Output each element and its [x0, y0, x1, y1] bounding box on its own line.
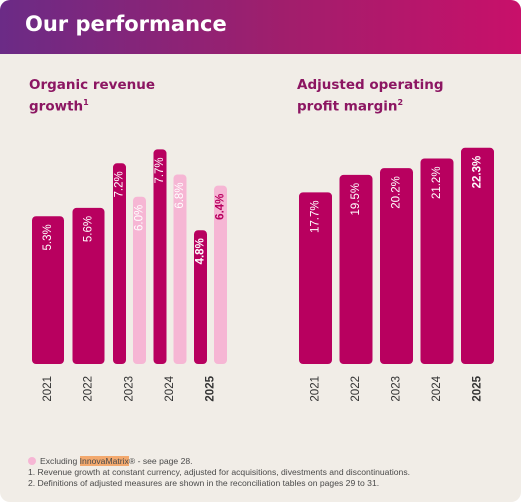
tick-label-1-2022: 2022 [350, 376, 362, 402]
legend-suffix: ® - see page 28. [128, 456, 193, 466]
chart-title-margin-sup: 2 [397, 98, 404, 107]
bar-label-1-primary-2023: 20.2% [391, 176, 403, 209]
legend-entry: Excluding InnovaMatrix® - see page 28. [28, 456, 410, 467]
bar-0-secondary-2023 [133, 196, 146, 364]
bar-0-primary-2025 [194, 230, 207, 364]
legend-prefix: Excluding [40, 456, 80, 466]
page-title: Our performance [25, 12, 227, 36]
bar-1-primary-2024 [420, 158, 454, 364]
bar-label-0-primary-2023: 7.2% [114, 171, 126, 197]
bar-label-0-secondary-2025: 6.4% [215, 194, 227, 220]
tick-label-1-2021: 2021 [310, 376, 322, 402]
bar-1-primary-2021 [299, 192, 332, 364]
bar-label-0-secondary-2024: 6.8% [174, 182, 186, 208]
bar-label-1-primary-2021: 17.7% [310, 200, 322, 233]
header-banner: Our performance [0, 0, 521, 54]
bar-label-1-primary-2024: 21.2% [431, 166, 443, 199]
bar-0-primary-2023 [113, 163, 126, 364]
bar-0-primary-2024 [153, 149, 167, 364]
bar-label-1-primary-2022: 19.5% [350, 183, 362, 216]
bar-0-secondary-2024 [173, 174, 187, 364]
tick-label-1-2023: 2023 [391, 376, 403, 402]
tick-label-0-2025: 2025 [205, 375, 217, 401]
tick-label-1-2024: 2024 [431, 375, 443, 401]
charts-canvas: 5.3% 2021 5.6% 2022 7.2% 6.0% 2023 7.7% 6.8% 2024… [32, 147, 494, 402]
tick-label-0-2024: 2024 [164, 375, 176, 401]
bar-1-primary-2025 [461, 147, 494, 364]
bar-label-0-secondary-2023: 6.0% [134, 205, 146, 231]
tick-label-1-2025: 2025 [472, 375, 484, 401]
bar-label-0-primary-2022: 5.6% [83, 216, 95, 242]
tick-label-0-2021: 2021 [42, 376, 54, 402]
chart-title-margin-text: Adjusted operating profit margin [297, 77, 444, 115]
chart-title-revenue-sup: 1 [83, 98, 89, 107]
footnote-2: 2. Definitions of adjusted measures are … [28, 478, 380, 488]
chart-title-revenue: Organic revenue growth1 [29, 77, 179, 116]
tick-label-0-2022: 2022 [83, 376, 95, 402]
bar-label-0-primary-2024: 7.7% [154, 157, 166, 183]
bar-0-primary-2022 [72, 207, 105, 364]
bar-1-primary-2022 [339, 174, 373, 364]
bar-0-primary-2021 [32, 216, 64, 364]
bar-1-primary-2023 [380, 168, 413, 364]
legend-highlight: InnovaMatrix [79, 456, 129, 466]
tick-label-0-2023: 2023 [124, 376, 136, 402]
bar-label-0-primary-2021: 5.3% [42, 224, 54, 250]
chart-title-revenue-text: Organic revenue growth [29, 77, 155, 115]
legend-swatch [28, 457, 36, 465]
bar-label-1-primary-2025: 22.3% [472, 156, 484, 189]
footnote-1: 1. Revenue growth at constant currency, … [28, 467, 410, 477]
bar-label-0-primary-2025: 4.8% [195, 238, 207, 264]
footnotes: Excluding InnovaMatrix® - see page 28. 1… [28, 456, 410, 489]
chart-title-margin: Adjusted operating profit margin2 [297, 77, 467, 116]
bar-0-secondary-2025 [214, 185, 227, 364]
